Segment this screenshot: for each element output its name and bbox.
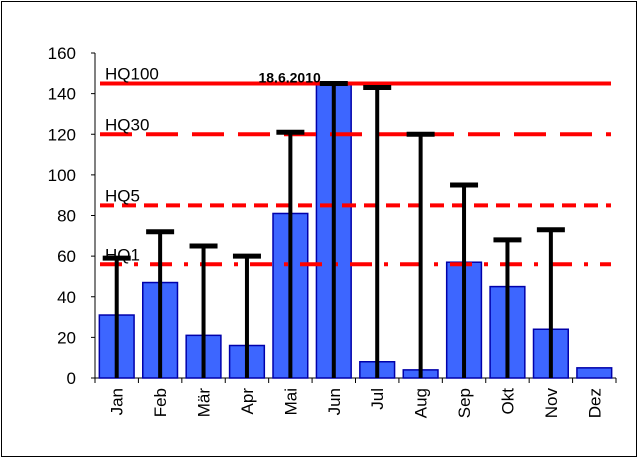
x-tick-label: Mai: [281, 388, 300, 415]
y-tick-label: 80: [57, 207, 76, 226]
x-tick-label: Dez: [585, 388, 604, 418]
y-tick-label: 40: [57, 288, 76, 307]
x-tick-label: Mär: [195, 388, 214, 418]
x-tick-label: Nov: [542, 388, 561, 419]
x-tick-label: Okt: [498, 388, 517, 415]
y-tick-label: 160: [48, 44, 76, 63]
reference-label-hq5: HQ5: [105, 186, 140, 205]
x-tick-label: Aug: [412, 388, 431, 418]
y-tick-label: 60: [57, 247, 76, 266]
y-tick-label: 120: [48, 125, 76, 144]
x-tick-label: Apr: [238, 388, 257, 415]
annotation-label: 18.6.2010: [258, 69, 320, 85]
y-tick-label: 20: [57, 328, 76, 347]
y-tick-label: 100: [48, 166, 76, 185]
reference-label-hq100: HQ100: [105, 64, 159, 83]
y-tick-label: 140: [48, 85, 76, 104]
x-tick-label: Jan: [108, 388, 127, 415]
reference-label-hq1: HQ1: [105, 245, 140, 264]
bar-dez: [576, 367, 613, 379]
x-tick-label: Feb: [151, 388, 170, 417]
reference-label-hq30: HQ30: [105, 115, 149, 134]
x-tick-label: Jun: [325, 388, 344, 415]
y-tick-label: 0: [67, 369, 76, 388]
x-tick-label: Jul: [368, 388, 387, 410]
x-tick-label: Sep: [455, 388, 474, 418]
